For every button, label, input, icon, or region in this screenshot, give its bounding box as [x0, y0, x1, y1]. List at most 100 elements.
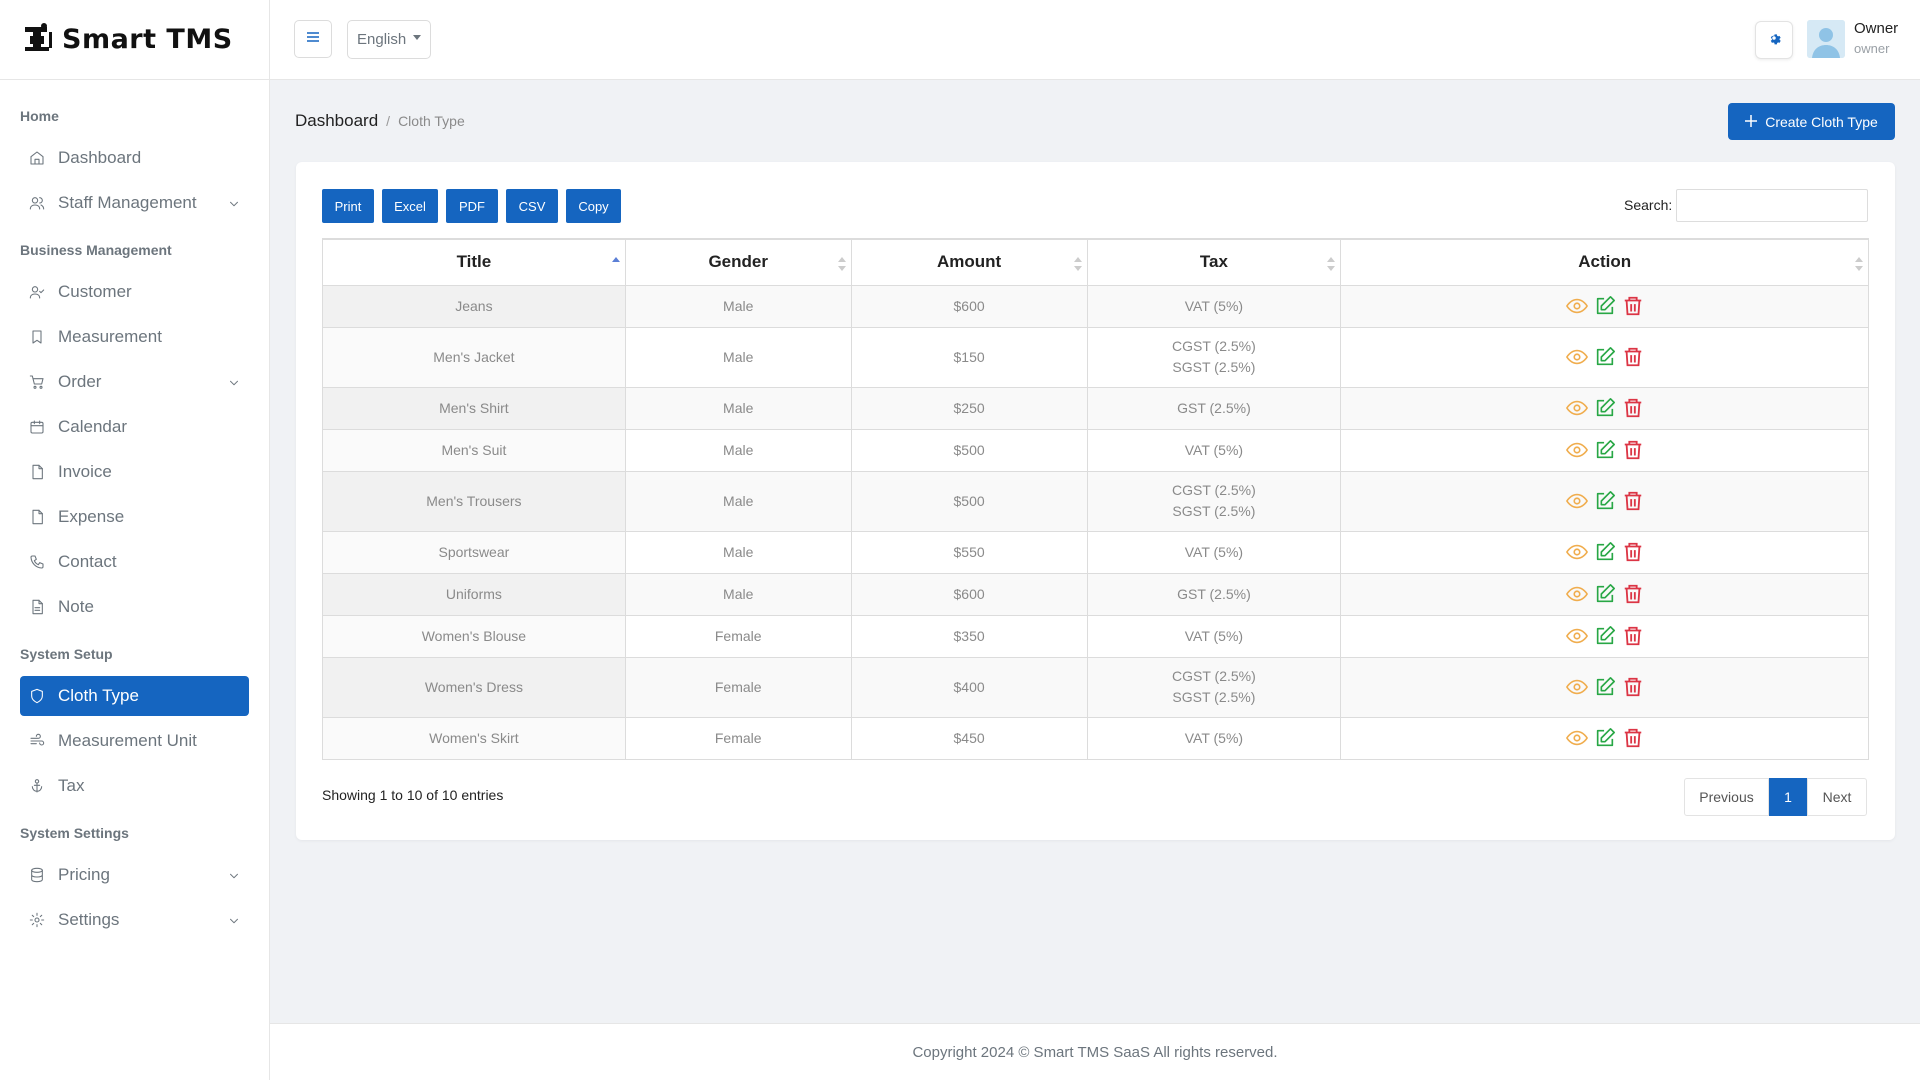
view-icon[interactable] [1565, 582, 1589, 606]
edit-icon[interactable] [1593, 396, 1617, 420]
view-icon[interactable] [1565, 540, 1589, 564]
gear-icon [1767, 31, 1781, 50]
sidebar-item-note[interactable]: Note [20, 587, 249, 627]
sidebar-item-settings[interactable]: Settings [20, 900, 249, 940]
sidebar-item-expense[interactable]: Expense [20, 497, 249, 537]
cell-gender: Female [624, 656, 852, 718]
export-copy-button[interactable]: Copy [566, 189, 621, 223]
edit-icon[interactable] [1593, 540, 1617, 564]
export-excel-button[interactable]: Excel [382, 189, 438, 223]
cell-title: Jeans [322, 284, 626, 328]
language-select[interactable]: English [347, 20, 431, 59]
sidebar-item-label: Measurement Unit [58, 731, 197, 750]
column-header-tax[interactable]: Tax [1086, 238, 1342, 286]
edit-icon[interactable] [1593, 624, 1617, 648]
sidebar-item-contact[interactable]: Contact [20, 542, 249, 582]
tax-line: GST (2.5%) [1177, 399, 1251, 416]
cell-amount: $450 [850, 716, 1088, 760]
sidebar-item-calendar[interactable]: Calendar [20, 407, 249, 447]
delete-icon[interactable] [1621, 489, 1645, 513]
tax-line: SGST (2.5%) [1172, 503, 1256, 519]
copyright-text: Copyright 2024 © Smart TMS SaaS All righ… [912, 1043, 1278, 1061]
table-row: Men's Shirt Male $250 GST (2.5%) [322, 386, 1869, 430]
tax-line: VAT (5%) [1184, 543, 1244, 560]
cell-gender: Male [624, 530, 852, 574]
tax-line: GST (2.5%) [1177, 585, 1251, 602]
cell-title: Women's Blouse [322, 614, 626, 658]
cell-tax: VAT (5%) [1086, 284, 1342, 328]
anchor-icon [28, 777, 46, 795]
export-print-button[interactable]: Print [322, 189, 374, 223]
table-row: Sportswear Male $550 VAT (5%) [322, 530, 1869, 574]
edit-icon[interactable] [1593, 489, 1617, 513]
sidebar-item-staff-management[interactable]: Staff Management [20, 183, 249, 223]
view-icon[interactable] [1565, 396, 1589, 420]
chevron-down-icon [227, 375, 241, 389]
view-icon[interactable] [1565, 489, 1589, 513]
previous-page-button[interactable]: Previous [1684, 778, 1769, 816]
create-cloth-type-button[interactable]: Create Cloth Type [1728, 103, 1895, 140]
delete-icon[interactable] [1621, 396, 1645, 420]
delete-icon[interactable] [1621, 582, 1645, 606]
breadcrumb-dashboard-link[interactable]: Dashboard [295, 111, 379, 130]
column-header-amount[interactable]: Amount [850, 238, 1088, 286]
chevron-down-icon [227, 913, 241, 927]
avatar[interactable] [1807, 20, 1845, 58]
view-icon[interactable] [1565, 624, 1589, 648]
view-icon[interactable] [1565, 726, 1589, 750]
sidebar-item-tax[interactable]: Tax [20, 766, 249, 806]
delete-icon[interactable] [1621, 294, 1645, 318]
brand-logo[interactable]: Smart TMS [0, 0, 269, 80]
tax-line: CGST (2.5%) [1172, 482, 1256, 498]
sidebar-item-label: Pricing [58, 865, 110, 884]
cell-amount: $550 [850, 530, 1088, 574]
edit-icon[interactable] [1593, 345, 1617, 369]
edit-icon[interactable] [1593, 294, 1617, 318]
page-1-button[interactable]: 1 [1769, 778, 1807, 816]
export-pdf-button[interactable]: PDF [446, 189, 498, 223]
column-header-gender[interactable]: Gender [624, 238, 852, 286]
cloth-type-table: Title Gender Amount Tax Action Jeans Male $600… [322, 238, 1869, 760]
tax-line: VAT (5%) [1184, 729, 1244, 746]
cell-amount: $500 [850, 470, 1088, 532]
cell-tax: VAT (5%) [1086, 716, 1342, 760]
file-text-icon [28, 598, 46, 616]
language-label: English [357, 31, 407, 48]
edit-icon[interactable] [1593, 582, 1617, 606]
sidebar: Smart TMS Home Dashboard Staff Management B… [0, 0, 270, 1080]
sidebar-item-measurement[interactable]: Measurement [20, 317, 249, 357]
nav-heading-business-management: Business Management [20, 242, 172, 258]
delete-icon[interactable] [1621, 675, 1645, 699]
sidebar-item-cloth-type[interactable]: Cloth Type [20, 676, 249, 716]
delete-icon[interactable] [1621, 624, 1645, 648]
sidebar-item-measurement-unit[interactable]: Measurement Unit [20, 721, 249, 761]
sidebar-item-pricing[interactable]: Pricing [20, 855, 249, 895]
sidebar-item-dashboard[interactable]: Dashboard [20, 138, 249, 178]
edit-icon[interactable] [1593, 726, 1617, 750]
view-icon[interactable] [1565, 675, 1589, 699]
user-name[interactable]: Owner [1854, 20, 1899, 37]
edit-icon[interactable] [1593, 675, 1617, 699]
search-input[interactable] [1676, 189, 1868, 222]
sidebar-item-order[interactable]: Order [20, 362, 249, 402]
edit-icon[interactable] [1593, 438, 1617, 462]
settings-button[interactable] [1755, 21, 1793, 59]
users-icon [28, 194, 46, 212]
view-icon[interactable] [1565, 438, 1589, 462]
menu-toggle-button[interactable] [294, 20, 332, 58]
cell-action [1340, 386, 1869, 430]
sidebar-item-invoice[interactable]: Invoice [20, 452, 249, 492]
cell-tax: GST (2.5%) [1086, 572, 1342, 616]
view-icon[interactable] [1565, 345, 1589, 369]
column-header-action[interactable]: Action [1340, 238, 1869, 286]
export-csv-button[interactable]: CSV [506, 189, 558, 223]
sidebar-item-customer[interactable]: Customer [20, 272, 249, 312]
brand-name: Smart TMS [62, 24, 233, 55]
delete-icon[interactable] [1621, 540, 1645, 564]
next-page-button[interactable]: Next [1807, 778, 1867, 816]
column-header-title[interactable]: Title [322, 238, 626, 286]
delete-icon[interactable] [1621, 726, 1645, 750]
view-icon[interactable] [1565, 294, 1589, 318]
delete-icon[interactable] [1621, 345, 1645, 369]
delete-icon[interactable] [1621, 438, 1645, 462]
